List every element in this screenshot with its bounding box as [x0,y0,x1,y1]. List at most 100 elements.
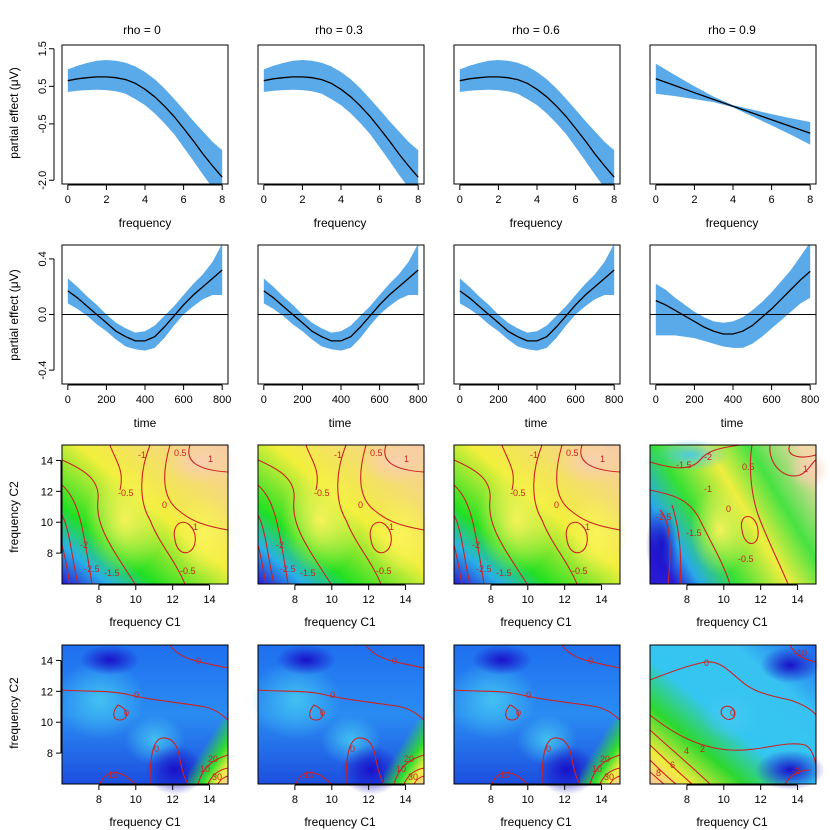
x-tick-label: 2 [495,194,501,206]
x-tick-label: 12 [559,594,571,606]
contour-label: -0.5 [510,488,526,498]
x-tick-label: 600 [566,394,584,406]
x-tick-label: 8 [611,194,617,206]
plot-frame [649,644,817,785]
plot-frame [61,644,229,785]
y-tick-label: 10 [41,517,53,529]
panel-title-rho-0.6: rho = 0.6 [512,23,560,37]
x-tick-label: 800 [213,394,231,406]
contour-label: 0 [588,656,593,666]
y-tick-label: 12 [41,686,53,698]
row3-xlabel-col2: frequency C1 [304,615,376,629]
contour-label: -10 [794,648,807,658]
confidence-band [459,60,615,184]
x-axis: 0 2 4 6 8 [653,184,813,206]
contour-label: -2 [704,452,712,462]
line-panel-row1-col1: 0 2 4 6 8 1.5 0.5 -0.5 -2.0 [37,41,229,206]
contour-label: 20 [600,754,610,764]
y-tick-label: 8 [47,548,53,560]
contour-label: 1 [404,454,409,464]
confidence-band [263,245,419,351]
contour-label: 10 [108,770,118,780]
contour-label: 0 [124,708,129,718]
row2-xlabel-col4: time [721,416,744,430]
contour-label: -0.5 [738,554,754,564]
fit-line [459,269,615,342]
x-tick-label: 10 [130,594,142,606]
contour-label: 4 [684,746,689,756]
contour-label: 0 [154,744,159,754]
plot-frame [453,444,621,585]
x-tick-label: 14 [791,594,803,606]
heatmap-axes-row3-col4: 8 10 12 14 [649,444,817,606]
plot-frame [453,44,621,185]
contour-label: -1 [386,522,394,532]
x-tick-label: 8 [684,594,690,606]
y-tick-label: 0.4 [37,251,49,266]
plot-frame [257,644,425,785]
line-panel-row2-col2: 0 200 400 600 800 [257,244,427,406]
contour-label: 30 [408,772,418,782]
row-xlabels: frequency frequency frequency frequency … [109,216,768,829]
plot-frame [649,244,817,385]
x-tick-label: 8 [96,594,102,606]
fit-line [655,270,811,335]
x-axis: 0 2 4 6 8 [65,184,225,206]
contour-label: 8 [656,768,661,778]
contour-label: 0.5 [174,448,187,458]
x-tick-label: 10 [326,594,338,606]
contour-label: -2.5 [476,564,492,574]
heatmap-axes-row4-col2: 8 10 12 14 [257,644,425,806]
contour-label: 30 [212,772,222,782]
contour-label: 10 [500,770,510,780]
y-tick-label: -2.0 [37,171,49,190]
x-tick-label: 14 [203,794,215,806]
plot-frame [257,444,425,585]
contour-label: -2.5 [84,564,100,574]
heatmap-axes-row4-col4: 8 10 12 14 [649,644,817,806]
x-tick-label: 8 [292,794,298,806]
x-tick-label: 12 [755,794,767,806]
x-tick-label: 12 [363,794,375,806]
x-tick-label: 6 [377,194,383,206]
contour-label: 1 [803,464,808,474]
contour-label: -1 [190,522,198,532]
contour-label: 0 [350,744,355,754]
contour-label: -1 [582,522,590,532]
x-tick-label: 14 [595,594,607,606]
x-tick-label: 8 [807,194,813,206]
contour-label: 0 [392,656,397,666]
contour-label: -2 [276,540,284,550]
x-tick-label: 400 [332,394,350,406]
x-axis: 0 2 4 6 8 [261,184,421,206]
x-tick-label: 10 [326,794,338,806]
contour-label: 1 [600,454,605,464]
plot-frame [61,44,229,185]
x-tick-label: 14 [595,794,607,806]
x-tick-label: 8 [488,794,494,806]
plot-frame [649,444,817,585]
x-tick-label: 10 [718,794,730,806]
line-panels: 0 2 4 6 8 1.5 0.5 -0.5 -2.0 0 2 4 6 8 0 2 4 6 8 0 2 4 6 8 0 200 40… [37,41,819,406]
x-tick-label: 6 [769,194,775,206]
y-axis: 0.4 0.0 -0.4 [37,251,55,380]
heatmap-row3-col4: -2 -1.5 0.5 -1 0 -1.5 -0.5 1 -2.5 [646,439,828,585]
heatmap-row3-col1: -1 0.5 1 -0.5 0 -1 -2 -1.5 -0.5 -2.5 [61,440,235,585]
x-tick-label: 14 [203,594,215,606]
x-tick-label: 10 [130,794,142,806]
x-tick-label: 12 [363,594,375,606]
contour-label: 0 [704,658,709,668]
contour-label: 0 [726,504,731,514]
contour-label: -1 [138,450,146,460]
contour-label: 0 [134,690,139,700]
contour-label: 0.5 [370,448,383,458]
line-panel-row1-col3: 0 2 4 6 8 [453,44,621,206]
x-tick-label: 8 [96,794,102,806]
x-tick-label: 600 [370,394,388,406]
x-tick-label: 0 [65,394,71,406]
x-tick-label: 800 [801,394,819,406]
plot-frame [61,244,229,385]
contour-label: -0.5 [376,566,392,576]
column-titles: rho = 0 rho = 0.3 rho = 0.6 rho = 0.9 [123,23,756,37]
